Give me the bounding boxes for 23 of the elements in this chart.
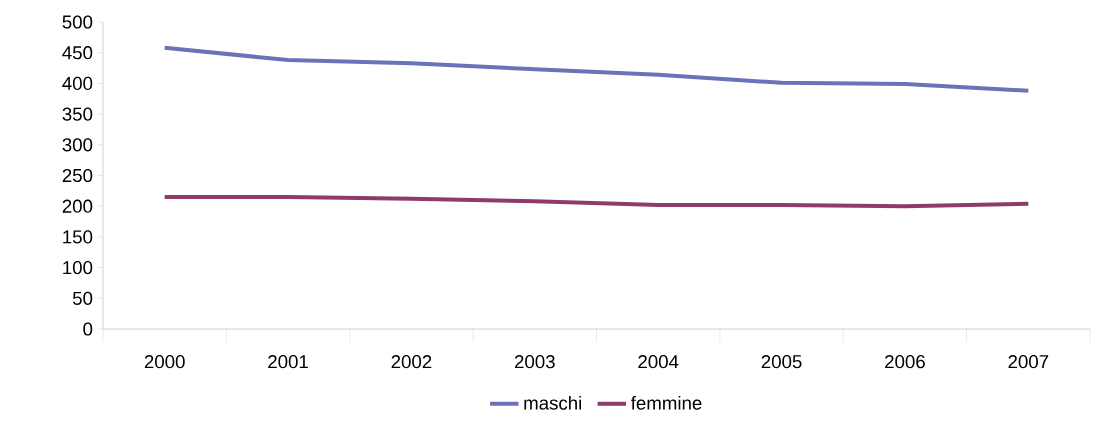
y-tick-label: 350 <box>62 107 93 121</box>
y-tick-label: 150 <box>63 230 93 244</box>
y-tick-label: 450 <box>62 46 93 60</box>
line-series <box>162 45 1031 93</box>
x-tick-label: 2001 <box>268 355 308 369</box>
x-tick-label: 2005 <box>761 355 802 369</box>
y-tick-label: 250 <box>62 168 93 183</box>
y-tick-label: 200 <box>62 199 93 213</box>
y-tick-label: 300 <box>62 138 93 152</box>
y-tick-label: 50 <box>72 291 93 305</box>
legend-label: femmine <box>631 396 702 410</box>
x-tick-label: 2007 <box>1008 355 1049 369</box>
legend-label: maschi <box>524 396 582 410</box>
x-tick-label: 2002 <box>391 355 432 369</box>
x-tick-label: 2006 <box>885 355 925 369</box>
y-tick-label: 500 <box>62 15 93 29</box>
x-tick-label: 2004 <box>638 355 679 369</box>
y-tick-label: 100 <box>63 260 93 275</box>
x-tick-label: 2003 <box>515 355 555 369</box>
y-tick-label: 0 <box>83 322 93 336</box>
x-tick-label: 2000 <box>144 355 185 369</box>
y-tick-label: 400 <box>62 76 93 91</box>
line-series <box>162 194 1031 209</box>
